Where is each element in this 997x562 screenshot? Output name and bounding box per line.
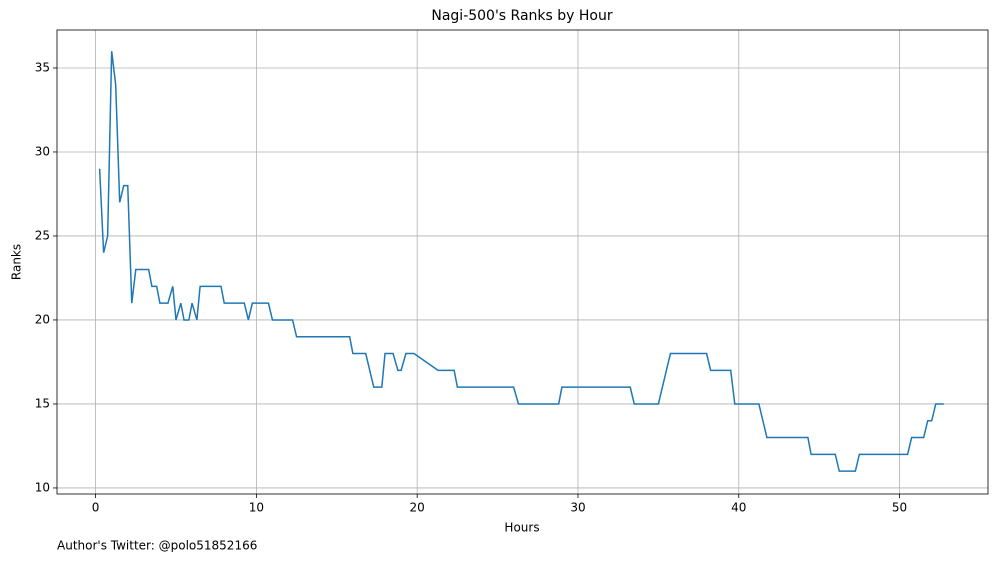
chart-title: Nagi-500's Ranks by Hour: [431, 8, 613, 24]
y-tick-label: 20: [35, 312, 50, 326]
x-tick-label: 30: [570, 501, 585, 515]
y-tick-label: 30: [35, 144, 50, 158]
footer: Author's Twitter: @polo51852166: [57, 539, 257, 553]
y-tick-label: 10: [35, 480, 50, 494]
y-tick-label: 15: [35, 396, 50, 410]
x-axis-label: Hours: [504, 521, 539, 535]
x-tick-label: 50: [892, 501, 907, 515]
y-tick-label: 25: [35, 228, 50, 242]
plot-frame: [56, 29, 989, 495]
y-tick-label: 35: [35, 60, 50, 74]
data-line: [98, 51, 944, 472]
x-tick-label: 10: [249, 501, 264, 515]
x-tick-label: 0: [92, 501, 100, 515]
y-axis-label: Ranks: [10, 244, 24, 280]
x-tick-label: 40: [731, 501, 746, 515]
x-tick-label: 20: [410, 501, 425, 515]
